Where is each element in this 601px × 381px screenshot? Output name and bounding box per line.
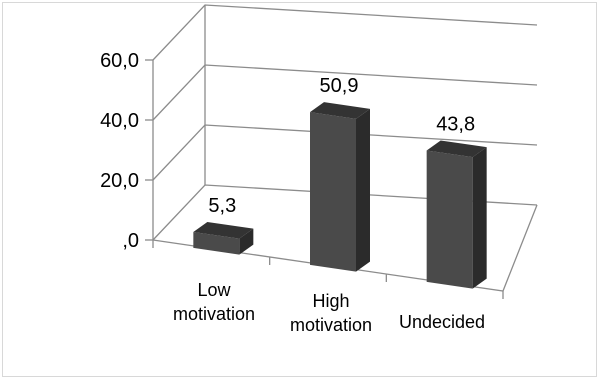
y-tick-label: 20,0 <box>100 170 139 192</box>
y-tick-label: 60,0 <box>100 50 139 72</box>
bar-side <box>356 108 370 272</box>
bar-front <box>426 150 473 289</box>
bar-top <box>310 102 370 119</box>
bar-top <box>193 221 254 239</box>
bar <box>310 102 370 272</box>
data-label: 43,8 <box>436 113 475 135</box>
bar-front <box>193 231 240 255</box>
y-tick-label: ,0 <box>122 230 139 252</box>
y-tick-label: 40,0 <box>100 110 139 132</box>
bar-top <box>426 140 487 158</box>
x-tick-label: motivation <box>173 304 255 324</box>
data-label: 5,3 <box>208 195 236 217</box>
bar-side <box>472 147 487 289</box>
x-tick-label: Undecided <box>399 312 485 332</box>
x-tick-label: motivation <box>290 315 372 335</box>
chart-frame <box>2 2 597 377</box>
gridline <box>152 4 538 61</box>
data-label: 50,9 <box>320 75 359 97</box>
bar-front <box>310 112 356 272</box>
x-tick-label: High <box>312 291 349 311</box>
bar-side <box>239 228 254 255</box>
bar <box>193 221 254 255</box>
x-tick-label: Low <box>197 280 231 300</box>
bar <box>426 140 487 289</box>
